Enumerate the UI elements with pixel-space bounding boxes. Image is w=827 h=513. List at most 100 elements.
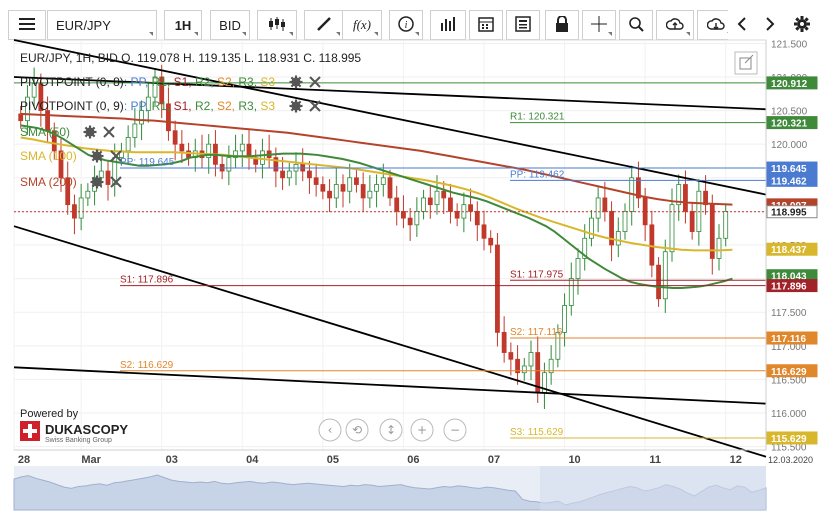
candle-body: [360, 184, 366, 199]
y-tick-label: 120.000: [771, 140, 808, 151]
candle-body: [662, 251, 668, 300]
zoom-out-icon[interactable]: −: [443, 418, 467, 442]
lock-button[interactable]: [545, 10, 579, 40]
price-tag: [766, 173, 818, 187]
price-tag-label: 118.995: [771, 208, 807, 219]
price-tag: [766, 205, 818, 219]
candle-body: [407, 217, 413, 226]
pivot-label: S2: 116.629: [120, 360, 174, 371]
candle-body: [669, 204, 675, 253]
pivot-legend-8-name: PIVOTPOINT (0, 8): [20, 75, 124, 89]
reset-view-icon[interactable]: ⟲: [345, 418, 369, 442]
symbol-label: EUR/JPY: [56, 17, 111, 33]
candle-body: [65, 177, 71, 206]
scroll-home-icon[interactable]: ↕: [379, 418, 403, 442]
candle-body: [280, 170, 285, 179]
candle-body: [25, 96, 30, 122]
gear-icon[interactable]: [90, 149, 104, 163]
candle-body: [676, 184, 682, 206]
candle-body: [615, 231, 621, 246]
candle-body: [239, 143, 245, 152]
chart-type-button[interactable]: [257, 10, 297, 40]
close-icon[interactable]: [110, 176, 122, 188]
close-icon[interactable]: [103, 126, 115, 138]
candle-body: [394, 197, 400, 212]
scroll-back-button[interactable]: [728, 10, 756, 40]
y-tick-label: 116.500: [771, 375, 807, 386]
news-button[interactable]: [506, 10, 540, 40]
download-icon: [706, 17, 725, 34]
svg-text:i: i: [405, 20, 408, 31]
price-type-select[interactable]: BID: [210, 10, 250, 40]
candle-body: [649, 224, 655, 266]
candle-body: [421, 197, 426, 212]
pivot-lines: R1: 120.321 PP: 119.645 PP: 119.462 S1: 117…: [14, 82, 766, 439]
candle-body: [85, 190, 91, 199]
price-tag-label: 120.321: [771, 119, 808, 130]
sma200-legend: SMA (200): [20, 175, 77, 189]
trendline: [13, 76, 767, 111]
candle-body: [333, 184, 339, 199]
price-tag: [766, 116, 818, 130]
candle-body: [683, 184, 688, 212]
symbol-select[interactable]: EUR/JPY: [47, 10, 157, 40]
pivot-label: S3: 115.629: [510, 427, 564, 438]
candle-body: [260, 150, 265, 165]
navigator-window[interactable]: [540, 466, 766, 510]
candle-body: [58, 150, 64, 179]
candle-body: [636, 177, 641, 199]
gear-icon[interactable]: [289, 75, 303, 89]
close-icon[interactable]: [110, 150, 122, 162]
settings-button[interactable]: [788, 10, 816, 40]
zoom-in-icon[interactable]: +: [410, 418, 434, 442]
close-icon[interactable]: [309, 100, 321, 112]
candle-body: [273, 157, 279, 172]
legend: EUR/JPY, 1H, BID O. 119.078 H. 119.135 L…: [20, 51, 361, 189]
scroll-forward-button[interactable]: [756, 10, 784, 40]
gear-icon[interactable]: [83, 125, 97, 139]
scroll-left-icon[interactable]: ‹: [318, 418, 342, 442]
x-tick-label: 10: [568, 454, 580, 466]
candle-body: [723, 210, 729, 239]
candle-body: [139, 110, 144, 125]
candle-body: [595, 197, 601, 219]
draw-button[interactable]: [304, 10, 344, 40]
candle-body: [179, 143, 185, 152]
close-icon[interactable]: [309, 76, 321, 88]
info-button[interactable]: i: [389, 10, 423, 40]
zoom-icon: [628, 16, 644, 35]
candle-body: [320, 184, 326, 192]
x-tick-label: 06: [407, 454, 419, 466]
candle-body: [313, 177, 319, 185]
sma100-legend: SMA (100): [20, 149, 77, 163]
candle-body: [575, 258, 581, 280]
candle-body: [31, 83, 37, 98]
svg-text:‹: ‹: [328, 423, 333, 437]
volume-button[interactable]: [430, 10, 466, 40]
candle-body: [186, 150, 191, 159]
gear-icon[interactable]: [90, 175, 104, 189]
sma50-legend: SMA (50): [20, 125, 70, 139]
candle-body: [508, 352, 514, 360]
indicators-button[interactable]: f(x): [342, 10, 382, 40]
candle-body: [488, 237, 494, 246]
menu-button[interactable]: [8, 10, 46, 40]
candle-body: [716, 237, 722, 259]
timeframe-select[interactable]: 1H: [164, 10, 202, 40]
menu-icon: [19, 17, 35, 33]
candle-body: [521, 365, 527, 374]
gear-icon[interactable]: [289, 99, 303, 113]
pivot-label: S1: 117.975: [510, 269, 564, 280]
y-tick-label: 116.000: [771, 409, 807, 420]
popout-icon[interactable]: [734, 51, 758, 75]
candle-body: [474, 210, 480, 226]
x-tick-label: 03: [166, 454, 178, 466]
price-tag: [766, 279, 818, 293]
candle-body: [172, 130, 178, 145]
x-tick-label: 05: [327, 454, 339, 466]
candle-body: [78, 197, 84, 219]
candle-body: [589, 217, 594, 239]
trendlines: [13, 39, 767, 458]
candle-body: [414, 210, 420, 226]
